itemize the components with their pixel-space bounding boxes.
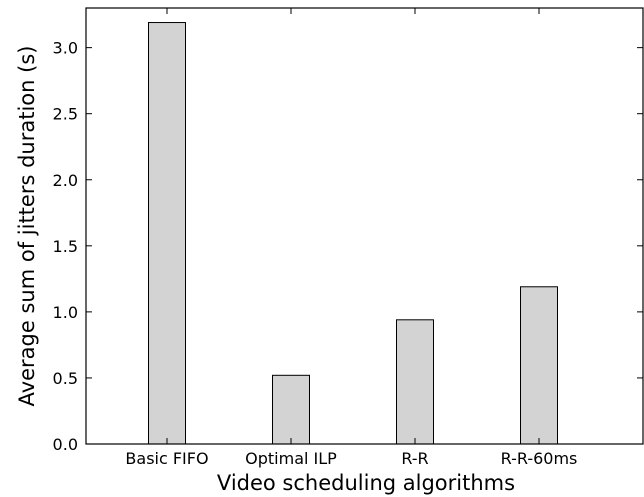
plot-frame: [85, 7, 644, 445]
y-tick-label-1: 0.5: [53, 369, 78, 388]
bar-basic-fifo: [148, 22, 186, 445]
y-tick-label-3: 1.5: [53, 237, 78, 256]
bar-r-r: [396, 319, 434, 445]
x-tick-label-1: Optimal ILP: [245, 449, 337, 468]
bar-optimal-ilp: [272, 374, 310, 445]
y-tick-label-5: 2.5: [53, 105, 78, 124]
bar-r-r-60ms: [520, 286, 558, 445]
x-tick-label-0: Basic FIFO: [125, 449, 208, 468]
y-tick-label-0: 0.0: [53, 435, 78, 454]
y-tick-label-2: 1.0: [53, 303, 78, 322]
x-tick-label-2: R-R: [401, 449, 428, 468]
y-axis-label: Average sum of jitters duration (s): [15, 46, 39, 407]
y-tick-label-6: 3.0: [53, 39, 78, 58]
bars-group: [148, 22, 558, 445]
y-tick-label-4: 2.0: [53, 171, 78, 190]
ticks-group: 0.0 0.5 1.0 1.5 2.0 2.5 3.0 Basic FIFO Optimal I…: [53, 8, 643, 468]
x-tick-label-3: R-R-60ms: [501, 449, 578, 468]
x-axis-label: Video scheduling algorithms: [217, 471, 515, 495]
